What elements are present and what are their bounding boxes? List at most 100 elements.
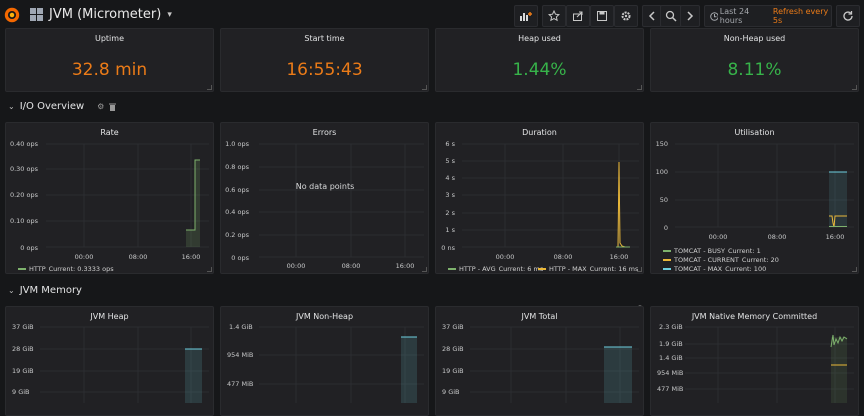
resize-handle[interactable]: [422, 85, 427, 90]
add-panel-button[interactable]: [514, 5, 538, 27]
x-tick: 16:00: [826, 233, 845, 241]
legend-swatch: [663, 259, 671, 261]
utilisation-chart: 150 100 50 0 00:00 08:00 16:00: [656, 140, 854, 241]
y-tick: 19 GiB: [442, 367, 464, 375]
cog-icon[interactable]: ⚙: [97, 102, 105, 111]
y-tick: 1.4 GiB: [659, 354, 683, 362]
y-tick: 5 s: [445, 157, 455, 165]
stat-value: 32.8 min: [71, 60, 148, 80]
graph-panel-rate[interactable]: Rate 0.40 ops 0.30 ops 0.20 ops 0.10 ops…: [5, 122, 214, 274]
settings-button[interactable]: [614, 5, 638, 27]
stat-panel-uptime[interactable]: Uptime 32.8 min: [5, 28, 214, 92]
legend-label: HTTP - AVG: [459, 265, 496, 273]
y-tick: 0 ns: [441, 244, 455, 252]
panel-title: Heap used: [518, 34, 561, 43]
refresh-button[interactable]: [836, 5, 860, 27]
row-title: I/O Overview: [19, 101, 85, 112]
y-tick: 477 MiB: [227, 380, 253, 388]
trash-icon[interactable]: [109, 103, 117, 111]
y-tick: 9 GiB: [442, 388, 460, 396]
time-forward-button[interactable]: [680, 5, 700, 27]
y-tick: 0.30 ops: [10, 165, 39, 173]
jvm-non-heap-chart: 1.4 GiB 954 MiB 477 MiB: [227, 323, 424, 403]
rate-chart: 0.40 ops 0.30 ops 0.20 ops 0.10 ops 0 op…: [10, 140, 209, 261]
search-icon: [665, 10, 677, 22]
x-tick: 16:00: [610, 253, 629, 261]
resize-handle[interactable]: [207, 85, 212, 90]
stat-panel-non-heap-used[interactable]: Non-Heap used 8.11%: [650, 28, 859, 92]
refresh-icon: [843, 11, 853, 21]
legend-item[interactable]: HTTP - MAX Current: 16 ms: [538, 265, 638, 273]
y-tick: 150: [656, 140, 668, 148]
chevron-down-icon: ⌄: [8, 286, 15, 295]
x-tick: 08:00: [342, 262, 361, 270]
legend-current: Current: 6 ms: [498, 265, 544, 273]
panel-title: Rate: [100, 128, 119, 137]
series-area-total: [604, 347, 632, 403]
panel-title: JVM Native Memory Committed: [691, 312, 818, 321]
dashboard-picker[interactable]: JVM (Micrometer) ▾: [30, 7, 172, 22]
time-back-button[interactable]: [642, 5, 662, 27]
chevron-down-icon: ⌄: [8, 102, 15, 111]
x-tick: 00:00: [287, 262, 306, 270]
panel-title: JVM Heap: [90, 312, 129, 321]
top-navbar: JVM (Micrometer) ▾ Last 24 hours Refresh…: [0, 0, 864, 30]
resize-handle[interactable]: [637, 267, 642, 272]
resize-handle[interactable]: [852, 267, 857, 272]
legend-item[interactable]: TOMCAT - BUSY Current: 1: [663, 247, 761, 255]
y-tick: 4 s: [445, 174, 455, 182]
y-tick: 2.3 GiB: [659, 323, 683, 331]
graph-panel-errors[interactable]: Errors 1.0 ops 0.8 ops 0.6 ops 0.4 ops 0…: [220, 122, 429, 274]
stat-panel-start-time[interactable]: Start time 16:55:43: [220, 28, 429, 92]
legend-item[interactable]: TOMCAT - MAX Current: 100: [663, 265, 766, 273]
y-tick: 0 ops: [20, 244, 38, 252]
graph-panel-jvm-native-memory[interactable]: JVM Native Memory Committed 2.3 GiB 1.9 …: [650, 306, 859, 416]
time-picker[interactable]: Last 24 hours Refresh every 5s: [704, 5, 832, 27]
legend-item[interactable]: HTTP Current: 0.3333 ops: [18, 265, 114, 273]
graph-panel-jvm-total[interactable]: JVM Total 37 GiB 28 GiB 19 GiB 9 GiB: [435, 306, 644, 416]
row-header-jvm-memory[interactable]: ⌄ JVM Memory: [8, 285, 82, 296]
legend-label: TOMCAT - MAX: [674, 265, 723, 273]
stat-value: 8.11%: [727, 60, 782, 80]
y-tick: 954 MiB: [227, 351, 253, 359]
x-tick: 16:00: [182, 253, 201, 261]
grafana-logo-icon[interactable]: [3, 6, 21, 24]
graph-panel-jvm-non-heap[interactable]: JVM Non-Heap 1.4 GiB 954 MiB 477 MiB: [220, 306, 429, 416]
panel-title: JVM Non-Heap: [295, 312, 354, 321]
star-button[interactable]: [542, 5, 566, 27]
resize-handle[interactable]: [207, 267, 212, 272]
graph-panel-jvm-heap[interactable]: JVM Heap 37 GiB 28 GiB 19 GiB 9 GiB: [5, 306, 214, 416]
zoom-out-button[interactable]: [660, 5, 682, 27]
legend-current: Current: 20: [741, 256, 779, 264]
graph-panel-utilisation[interactable]: Utilisation 150 100 50 0 00:00 08:00 16:…: [650, 122, 859, 274]
legend-swatch: [663, 250, 671, 252]
jvm-total-chart: 37 GiB 28 GiB 19 GiB 9 GiB: [442, 323, 639, 403]
y-tick: 3 s: [445, 191, 455, 199]
y-tick: 6 s: [445, 140, 455, 148]
y-tick: 1 s: [445, 226, 455, 234]
time-range-label: Last 24 hours: [719, 7, 750, 25]
share-button[interactable]: [566, 5, 590, 27]
panel-title: Errors: [312, 128, 337, 137]
legend-item[interactable]: HTTP - AVG Current: 6 ms: [448, 265, 543, 273]
resize-handle[interactable]: [422, 267, 427, 272]
y-tick: 19 GiB: [12, 367, 34, 375]
legend-swatch: [448, 268, 456, 270]
save-button[interactable]: [590, 5, 614, 27]
legend-current: Current: 16 ms: [589, 265, 639, 273]
row-header-io-overview[interactable]: ⌄ I/O Overview ⚙: [8, 101, 117, 112]
y-tick: 0.2 ops: [225, 231, 250, 239]
resize-handle[interactable]: [852, 85, 857, 90]
gear-icon: [621, 11, 631, 21]
stat-panel-heap-used[interactable]: Heap used 1.44%: [435, 28, 644, 92]
y-tick: 100: [656, 168, 668, 176]
x-tick: 08:00: [768, 233, 787, 241]
dashboard-grid-icon: [30, 8, 43, 21]
panel-title: Utilisation: [734, 128, 775, 137]
graph-panel-duration[interactable]: Duration 6 s 5 s 4 s 3 s 2 s 1 s 0 ns 00…: [435, 122, 644, 274]
resize-handle[interactable]: [637, 85, 642, 90]
panel-title: Duration: [522, 128, 557, 137]
stat-value: 1.44%: [512, 60, 567, 80]
stat-value: 16:55:43: [286, 60, 363, 80]
legend-item[interactable]: TOMCAT - CURRENT Current: 20: [663, 256, 779, 264]
